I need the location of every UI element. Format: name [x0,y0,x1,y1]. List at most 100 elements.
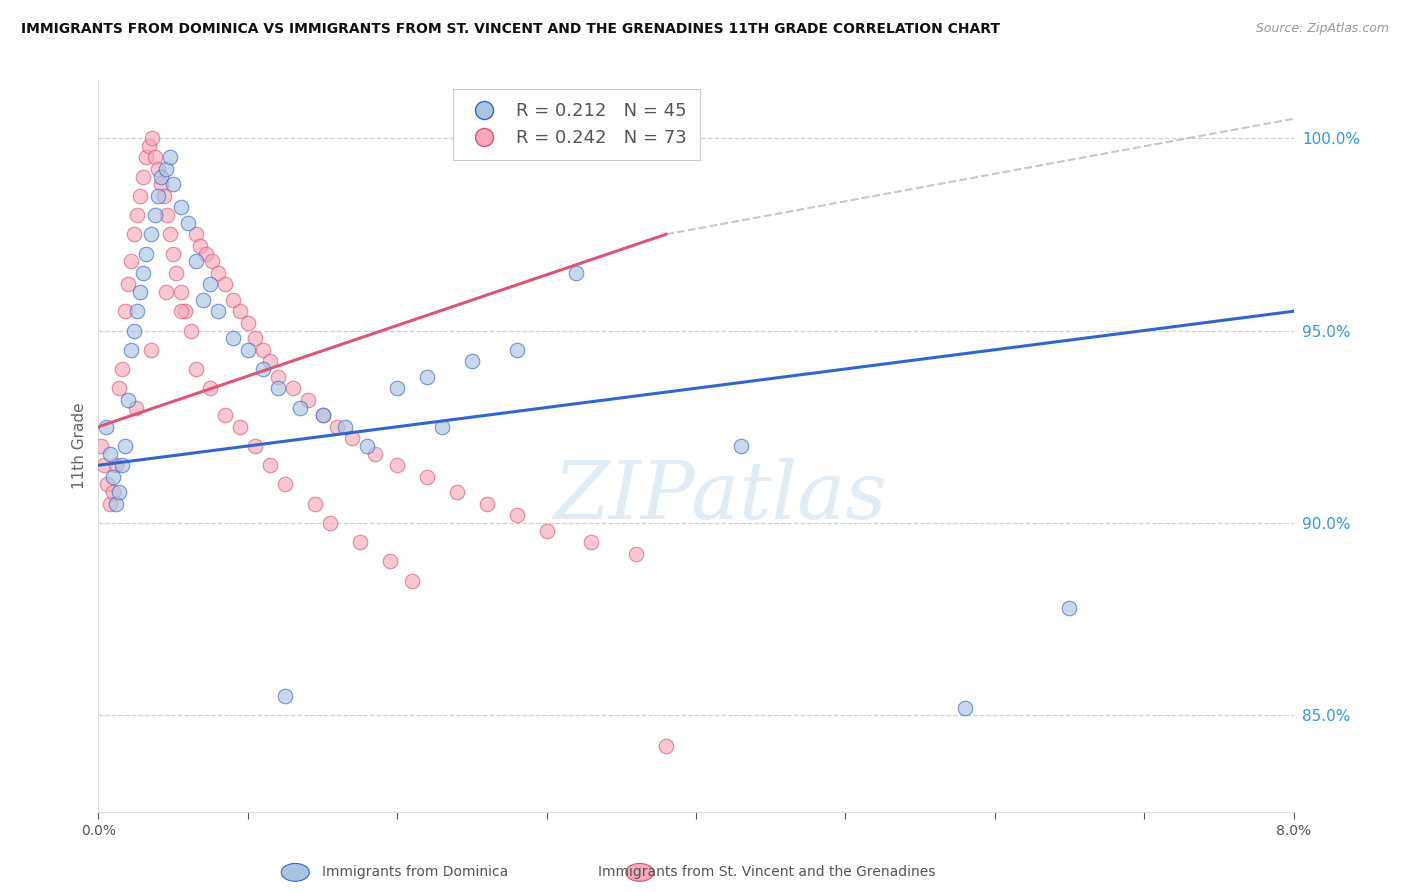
Point [180,324,202,338]
Point [274,477,297,491]
Point [114,304,136,318]
Point [184,227,207,242]
Point [326,419,349,434]
Point [655,739,678,754]
Text: IMMIGRANTS FROM DOMINICA VS IMMIGRANTS FROM ST. VINCENT AND THE GRENADINES 11TH : IMMIGRANTS FROM DOMINICA VS IMMIGRANTS F… [21,22,1000,37]
Point [127,304,149,318]
Point [148,161,170,176]
Point [506,343,529,357]
Point [311,408,333,422]
Point [461,354,484,368]
Point [259,458,281,473]
Point [581,535,603,549]
Point [139,227,162,242]
Point [117,392,139,407]
Point [200,277,222,292]
Point [214,408,236,422]
Point [356,439,378,453]
Point [98,497,122,511]
Point [333,419,356,434]
Text: Immigrants from Dominica: Immigrants from Dominica [322,865,508,880]
Point [214,277,236,292]
Point [274,690,297,704]
Point [108,381,131,395]
Text: ZIPatlas: ZIPatlas [553,458,887,536]
Circle shape [626,863,654,881]
Point [236,343,259,357]
Point [155,285,177,299]
Point [117,277,139,292]
Legend: R = 0.212   N = 45, R = 0.242   N = 73: R = 0.212 N = 45, R = 0.242 N = 73 [453,89,700,160]
Point [162,246,184,260]
Point [93,458,115,473]
Point [311,408,333,422]
Point [96,477,118,491]
Point [159,150,181,164]
Point [153,188,176,202]
Point [174,304,197,318]
Point [229,419,252,434]
Point [135,246,157,260]
Point [94,419,117,434]
Point [141,131,163,145]
Point [120,343,142,357]
Point [304,497,326,511]
Point [105,497,128,511]
Point [103,470,125,484]
Point [114,439,136,453]
Point [378,554,401,568]
Point [364,447,387,461]
Point [1059,600,1081,615]
Point [245,439,267,453]
Point [125,401,148,415]
Point [127,208,149,222]
Point [169,304,191,318]
Point [129,285,152,299]
Point [252,343,274,357]
Point [267,381,290,395]
Point [194,246,218,260]
Point [120,254,142,268]
Point [446,485,468,500]
Point [156,208,179,222]
Point [108,485,131,500]
Point [165,266,187,280]
Point [267,369,290,384]
Point [506,508,529,523]
Point [111,362,134,376]
Point [132,169,155,184]
Point [124,324,146,338]
Point [111,458,134,473]
Point [105,458,128,473]
Point [953,700,976,714]
Point [319,516,342,530]
Point [124,227,146,242]
Point [430,419,453,434]
Point [90,439,112,453]
Point [222,331,245,345]
Point [103,485,125,500]
Point [416,369,439,384]
Point [385,381,409,395]
Point [288,401,311,415]
Point [177,216,200,230]
Point [129,188,152,202]
Point [207,266,229,280]
Point [184,254,207,268]
Point [342,431,364,445]
Text: Immigrants from St. Vincent and the Grenadines: Immigrants from St. Vincent and the Gren… [598,865,935,880]
Point [155,161,177,176]
Point [730,439,752,453]
Point [245,331,267,345]
Point [191,293,214,307]
Point [159,227,181,242]
Circle shape [281,863,309,881]
Text: Source: ZipAtlas.com: Source: ZipAtlas.com [1256,22,1389,36]
Point [169,285,191,299]
Point [132,266,155,280]
Point [207,304,229,318]
Point [385,458,409,473]
Point [143,208,166,222]
Y-axis label: 11th Grade: 11th Grade [72,402,87,490]
Point [143,150,166,164]
